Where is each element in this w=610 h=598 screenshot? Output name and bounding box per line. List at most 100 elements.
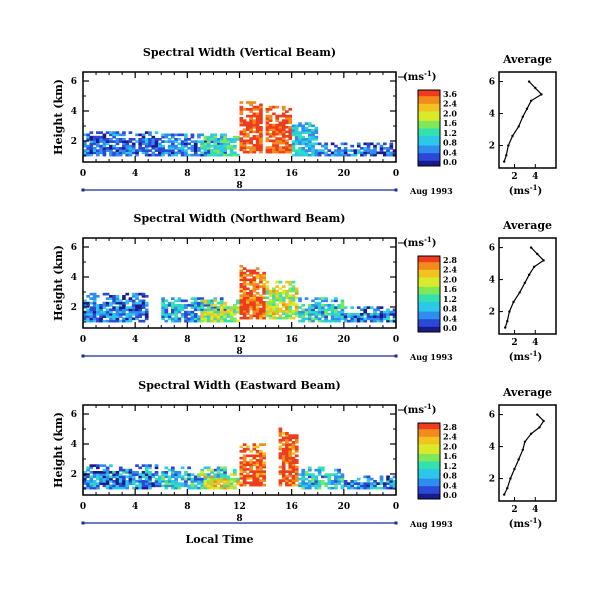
- heatmap-cell: [392, 313, 397, 316]
- heatmap-cell: [301, 147, 306, 150]
- heatmap-cell: [324, 299, 328, 303]
- colorbar-tick-label: 2.8: [443, 422, 457, 432]
- heatmap-cell: [298, 149, 302, 152]
- heatmap-cell: [321, 308, 325, 312]
- heatmap-cell: [229, 144, 234, 148]
- heatmap-cell: [265, 301, 270, 304]
- heatmap-cell: [239, 278, 244, 282]
- heatmap-cell: [206, 149, 211, 152]
- heatmap-cell: [350, 313, 355, 316]
- heatmap-cell: [102, 133, 107, 137]
- heatmap-cell: [83, 144, 87, 148]
- heatmap-cell: [249, 137, 253, 140]
- profile-x-tick-label: 4: [532, 505, 538, 515]
- heatmap-cell: [118, 306, 123, 309]
- heatmap-cell: [96, 295, 100, 298]
- heatmap-cell: [291, 153, 296, 157]
- heatmap-cell: [281, 296, 286, 300]
- heatmap-cell: [180, 315, 185, 318]
- colorbar-swatch: [418, 461, 440, 464]
- heatmap-cell: [92, 292, 97, 296]
- colorbar-swatch: [418, 324, 440, 327]
- heatmap-cell: [135, 464, 139, 467]
- heatmap-cell: [281, 114, 286, 118]
- heatmap-cell: [249, 303, 253, 306]
- heatmap-cell: [115, 319, 120, 323]
- heatmap-cell: [112, 153, 116, 157]
- heatmap-cell: [239, 130, 244, 134]
- heatmap-cell: [288, 146, 293, 149]
- heatmap-cell: [275, 316, 280, 320]
- heatmap-cell: [291, 474, 296, 478]
- heatmap-cell: [272, 128, 276, 131]
- heatmap-cell: [386, 486, 390, 490]
- heatmap-cell: [239, 123, 244, 127]
- heatmap-cell: [213, 299, 218, 303]
- heatmap-cell: [288, 461, 293, 464]
- heatmap-cell: [268, 123, 273, 127]
- heatmap-cell: [177, 484, 182, 488]
- heatmap-cell: [337, 306, 341, 309]
- heatmap-cell: [86, 147, 90, 150]
- heatmap-cell: [190, 477, 195, 481]
- heatmap-cell: [304, 142, 309, 146]
- heatmap-cell: [125, 149, 130, 152]
- heatmap-cell: [216, 466, 221, 470]
- heatmap-cell: [206, 484, 211, 488]
- heatmap-cell: [389, 313, 394, 316]
- heatmap-cell: [112, 315, 116, 318]
- heatmap-cell: [128, 147, 133, 150]
- heatmap-cell: [122, 133, 126, 137]
- heatmap-cell: [301, 308, 306, 312]
- heatmap-cell: [259, 110, 263, 113]
- heatmap-cell: [233, 480, 237, 483]
- heatmap-cell: [99, 308, 103, 312]
- heatmap-cell: [304, 138, 309, 141]
- heatmap-cell: [294, 153, 299, 157]
- heatmap-cell: [304, 153, 309, 157]
- heatmap-cell: [242, 310, 247, 313]
- heatmap-cell: [115, 149, 120, 152]
- heatmap-cell: [242, 298, 247, 302]
- heatmap-cell: [105, 142, 110, 146]
- heatmap-cell: [125, 482, 130, 485]
- heatmap-cell: [262, 314, 266, 318]
- heatmap-cell: [242, 454, 247, 458]
- colorbar-swatch: [418, 105, 440, 108]
- heatmap-cell: [233, 473, 237, 476]
- heatmap-cell: [311, 482, 315, 485]
- heatmap-cell: [96, 473, 100, 476]
- heatmap-cell: [268, 146, 273, 149]
- heatmap-cell: [187, 319, 191, 323]
- heatmap-cell: [206, 140, 211, 143]
- colorbar-swatch: [418, 91, 440, 95]
- heatmap-cell: [96, 151, 100, 155]
- heatmap-cell: [177, 304, 182, 307]
- heatmap-cell: [187, 484, 191, 488]
- heatmap-cell: [171, 133, 175, 137]
- heatmap-cell: [350, 315, 355, 318]
- heatmap-cell: [135, 313, 139, 316]
- heatmap-cell: [317, 142, 322, 146]
- heatmap-cell: [281, 474, 286, 478]
- profile-line: [503, 81, 543, 162]
- heatmap-cell: [135, 153, 139, 157]
- heatmap-cell: [246, 101, 250, 104]
- heatmap-cell: [83, 301, 87, 305]
- heatmap-cell: [161, 299, 165, 303]
- heatmap-cell: [210, 480, 214, 483]
- heatmap-cell: [200, 471, 205, 474]
- heatmap-cell: [334, 151, 338, 155]
- heatmap-cell: [141, 482, 146, 485]
- heatmap-cell: [291, 296, 296, 300]
- heatmap-cell: [242, 292, 247, 295]
- heatmap-cell: [131, 473, 136, 476]
- heatmap-cell: [334, 319, 338, 323]
- heatmap-cell: [259, 316, 263, 320]
- heatmap-cell: [131, 151, 136, 155]
- heatmap-cell: [392, 317, 397, 321]
- heatmap-cell: [233, 308, 237, 312]
- heatmap-cell: [291, 312, 296, 315]
- heatmap-cell: [200, 482, 205, 485]
- heatmap-cell: [148, 473, 152, 476]
